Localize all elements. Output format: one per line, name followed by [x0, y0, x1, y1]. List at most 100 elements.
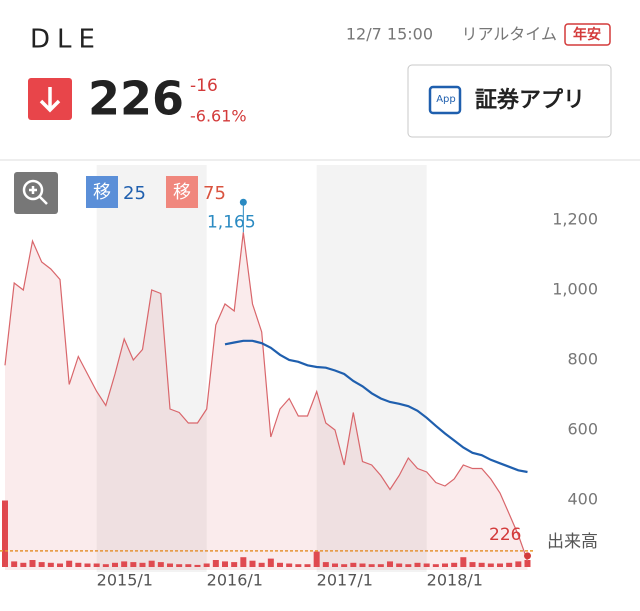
zoom-box[interactable] — [14, 172, 58, 214]
volume-bar — [20, 562, 27, 567]
legend-period: 25 — [123, 183, 146, 204]
down-arrow — [39, 87, 61, 113]
price-area — [5, 232, 528, 571]
last-marker — [524, 552, 531, 560]
volume-bar — [148, 560, 155, 567]
y-tick-label: 1,200 — [552, 210, 598, 229]
price: 226 — [88, 72, 184, 126]
y-tick-label: 1,000 — [552, 280, 598, 299]
volume-bar — [231, 562, 238, 567]
volume-label: 出来高 — [547, 532, 598, 552]
volume-bar — [350, 562, 357, 567]
volume-bar — [203, 563, 210, 567]
change-percent: -6.61% — [190, 107, 247, 126]
bands — [96, 165, 427, 572]
x-tick-label: 2015/1 — [97, 571, 153, 590]
volume-bar — [157, 562, 164, 567]
volume-bar — [396, 563, 403, 567]
volume-bar — [176, 564, 183, 567]
app-button-box[interactable] — [407, 64, 612, 138]
app-icon — [428, 85, 462, 115]
change: -16 — [190, 76, 218, 96]
volume-bar — [222, 561, 228, 567]
status: リアルタイム — [461, 25, 557, 44]
volume-bar — [451, 562, 458, 567]
volume-bar — [194, 564, 201, 567]
year-band — [316, 165, 427, 572]
volume-bar — [414, 562, 421, 567]
max-marker — [239, 198, 247, 206]
zoom-button[interactable] — [14, 172, 58, 214]
volume-bar — [240, 557, 247, 567]
app-button-label[interactable]: 証券アプリ — [475, 87, 585, 113]
volume-bar — [75, 562, 82, 567]
volume-bar — [121, 561, 128, 567]
legend-name: 移 — [93, 182, 111, 203]
volume-bar — [11, 561, 18, 567]
x-tick-label: 2018/1 — [427, 571, 483, 590]
volume-bar — [286, 563, 293, 567]
symbol: DLE — [30, 25, 102, 55]
volume-bar — [515, 561, 522, 567]
volume-bar — [102, 564, 109, 567]
legend-chip — [86, 176, 118, 208]
volume-bar — [524, 560, 531, 567]
volume-bar — [93, 563, 100, 567]
max-label: 1,165 — [207, 212, 256, 232]
y-tick-label: 600 — [567, 420, 598, 439]
volume-bar — [212, 560, 219, 567]
volume-bar — [460, 557, 467, 567]
volume-bar — [487, 563, 494, 567]
price-line — [4, 232, 529, 562]
volume-bar — [130, 562, 137, 567]
volume-bar — [2, 500, 8, 567]
y-tick-label: 800 — [567, 350, 598, 369]
app-button[interactable]: App 証券アプリ — [407, 64, 612, 138]
volume-bar — [185, 564, 192, 567]
app-icon-text: App — [436, 94, 456, 105]
volume-bar — [469, 562, 476, 567]
volume-bar — [322, 562, 329, 567]
volume-bar — [295, 564, 302, 567]
volume-bar — [313, 551, 320, 567]
volume-bar — [29, 560, 36, 567]
x-tick-label: 2017/1 — [317, 571, 373, 590]
volume-bar — [359, 563, 366, 567]
volume-bar — [368, 564, 375, 567]
volume-bar — [167, 563, 173, 567]
last-label: 226 — [489, 525, 521, 545]
volume-bar — [267, 558, 274, 567]
year-band — [96, 165, 207, 572]
volume-bar — [38, 562, 45, 567]
zoom-plus — [29, 186, 48, 205]
datetime: 12/7 15:00 — [346, 25, 433, 44]
volume-bar — [139, 562, 146, 567]
x-tick-label: 2016/1 — [207, 571, 263, 590]
volume-bar — [57, 563, 63, 567]
volume-bar — [387, 561, 393, 567]
volume-bar — [258, 562, 265, 567]
volume-bar — [423, 563, 430, 567]
moving-average-line — [224, 339, 528, 474]
badge-box — [564, 23, 611, 46]
legend-name: 移 — [173, 182, 191, 203]
legend-period: 75 — [203, 183, 226, 204]
volume-bar — [249, 560, 256, 567]
volume-bar — [84, 563, 91, 567]
volume-bar — [304, 564, 311, 567]
volume-bar — [332, 563, 338, 567]
badge: 年安 — [573, 26, 601, 43]
volume-bar — [432, 564, 439, 567]
volume-bar — [497, 563, 503, 567]
volume-bar — [341, 564, 348, 567]
volume-bar — [277, 562, 283, 567]
volume-bar — [506, 562, 513, 567]
volume-bar — [478, 562, 485, 567]
legend-chip — [166, 176, 198, 208]
volume-bar — [66, 560, 73, 567]
volume-bar — [405, 564, 412, 567]
volume-bar — [47, 562, 54, 567]
zoom-glass — [22, 179, 44, 201]
y-tick-label: 400 — [567, 490, 598, 509]
